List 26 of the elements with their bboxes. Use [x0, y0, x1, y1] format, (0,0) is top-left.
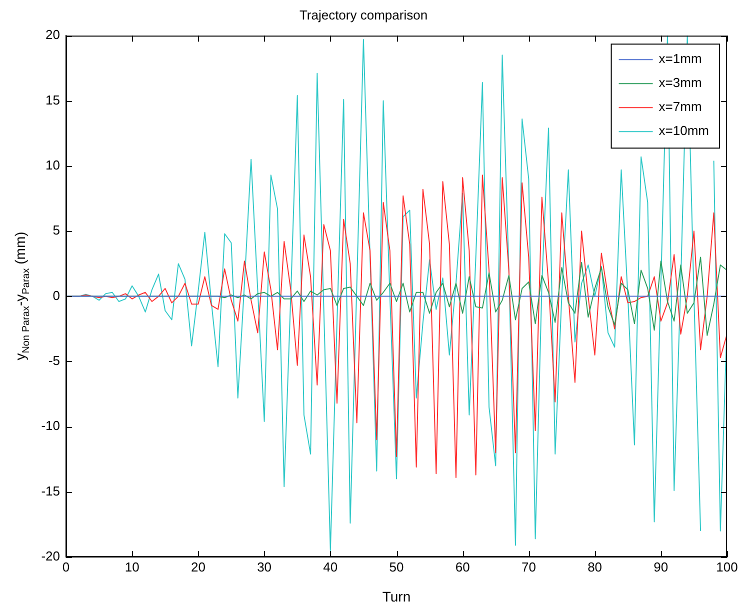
x-tick-label: 90 — [654, 559, 668, 574]
legend-label: x=10mm — [658, 123, 710, 138]
x-tick-label: 70 — [521, 559, 536, 574]
y-tick-label: 0 — [52, 288, 60, 303]
y-tick-label: -5 — [48, 353, 60, 368]
x-tick-label: 40 — [323, 559, 338, 574]
y-tick-label: 10 — [46, 158, 60, 173]
y-tick-label: -10 — [41, 418, 60, 434]
y-tick-label: 20 — [46, 27, 60, 42]
x-tick-label: 50 — [389, 559, 404, 574]
x-tick-label: 60 — [455, 559, 470, 574]
legend-label: x=3mm — [658, 75, 702, 90]
x-tick-label: 100 — [716, 559, 738, 574]
x-tick-label: 10 — [124, 559, 140, 574]
legend-label: x=1mm — [658, 51, 702, 66]
x-tick-label: 80 — [588, 559, 602, 574]
x-axis-title: Turn — [382, 588, 411, 604]
x-tick-label: 30 — [257, 559, 272, 574]
y-tick-label: -20 — [41, 548, 60, 564]
y-tick-label: 15 — [46, 92, 60, 108]
y-tick-label: 5 — [52, 222, 60, 238]
x-tick-label: 0 — [62, 559, 70, 574]
x-tick-label: 20 — [190, 559, 206, 574]
legend-label: x=7mm — [658, 99, 702, 114]
y-tick-label: -15 — [41, 483, 60, 498]
chart-title: Trajectory comparison — [299, 7, 428, 22]
